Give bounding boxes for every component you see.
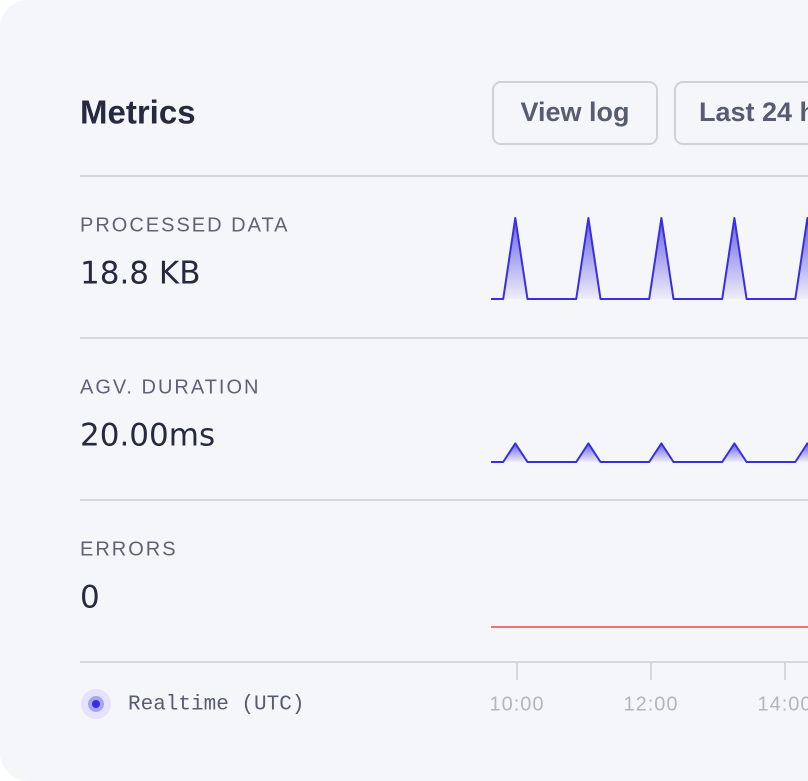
metric-value: 20.00ms (80, 418, 215, 454)
realtime-dot (92, 700, 100, 708)
sparkline (491, 217, 808, 300)
sparkline-area (491, 218, 808, 299)
range-button[interactable] (674, 81, 808, 145)
time-label: 14:00 (757, 693, 808, 715)
realtime-label: Realtime (UTC) (128, 694, 304, 717)
button-label[interactable]: View log (520, 97, 629, 127)
sparkline-area (491, 443, 808, 462)
card-title: Metrics (80, 94, 196, 131)
metric-label: ERRORS (80, 538, 178, 560)
sparkline (491, 442, 808, 463)
metric-label: PROCESSED DATA (80, 214, 290, 236)
metric-label: AGV. DURATION (80, 376, 260, 398)
metric-rows: PROCESSED DATA 18.8 KB AGV. DURATION 20.00m… (80, 175, 808, 628)
metric-value: 0 (80, 580, 100, 616)
metric-value: 18.8 KB (80, 256, 200, 292)
time-axis: 10:00 12:00 14:00 (489, 663, 808, 715)
button-label[interactable]: Last 24 hours (699, 97, 808, 127)
time-label: 10:00 (489, 693, 544, 715)
view-log-button[interactable] (492, 81, 658, 145)
time-label: 12:00 (623, 693, 678, 715)
